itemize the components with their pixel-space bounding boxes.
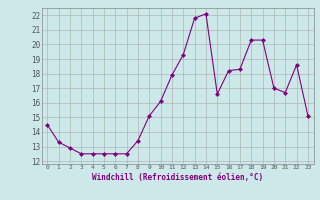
X-axis label: Windchill (Refroidissement éolien,°C): Windchill (Refroidissement éolien,°C) (92, 173, 263, 182)
